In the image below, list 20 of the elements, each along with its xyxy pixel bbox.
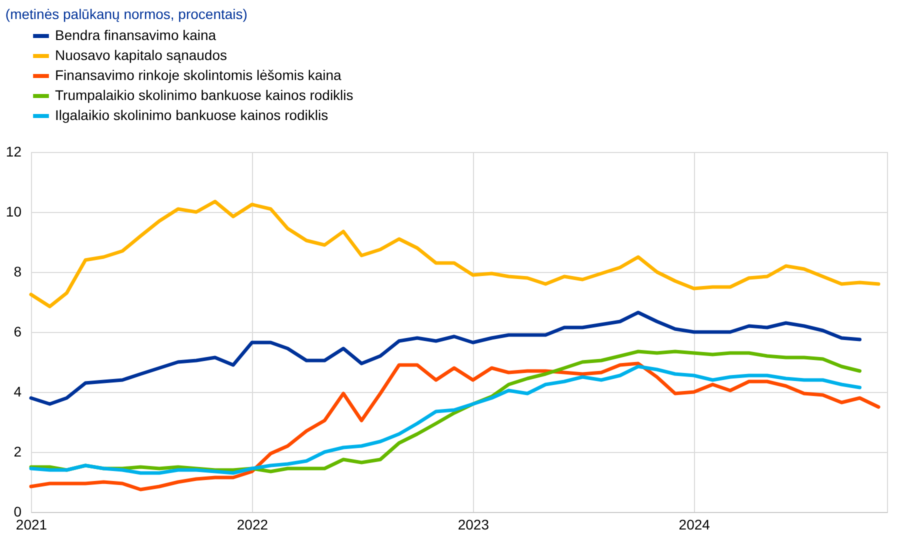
y-tick-label: 12 — [6, 144, 22, 160]
x-tick-label: 2024 — [678, 516, 710, 532]
legend-label: Nuosavo kapitalo sąnaudos — [55, 47, 228, 63]
legend-label: Bendra finansavimo kaina — [55, 27, 216, 43]
y-tick-label: 2 — [14, 444, 22, 460]
x-tick-label: 2023 — [458, 516, 490, 532]
line-series — [29, 362, 880, 492]
y-tick-label: 4 — [14, 384, 22, 400]
x-tick-label: 2021 — [16, 516, 48, 532]
y-tick-label: 8 — [14, 264, 22, 280]
line-series — [29, 200, 880, 308]
legend-label: Trumpalaikio skolinimo bankuose kainos rodiklis — [55, 87, 354, 103]
y-tick-label: 10 — [6, 204, 22, 220]
line-series — [29, 310, 862, 406]
y-tick-label: 0 — [14, 504, 22, 520]
x-tick-label: 2022 — [236, 516, 268, 532]
y-tick-label: 6 — [14, 324, 22, 340]
chart-title: (metinės palūkanų normos, procentais) — [5, 6, 248, 22]
legend-label: Ilgalaikio skolinimo bankuose kainos rodiklis — [55, 107, 328, 123]
legend-label: Finansavimo rinkoje skolintomis lėšomis kaina — [55, 67, 342, 83]
